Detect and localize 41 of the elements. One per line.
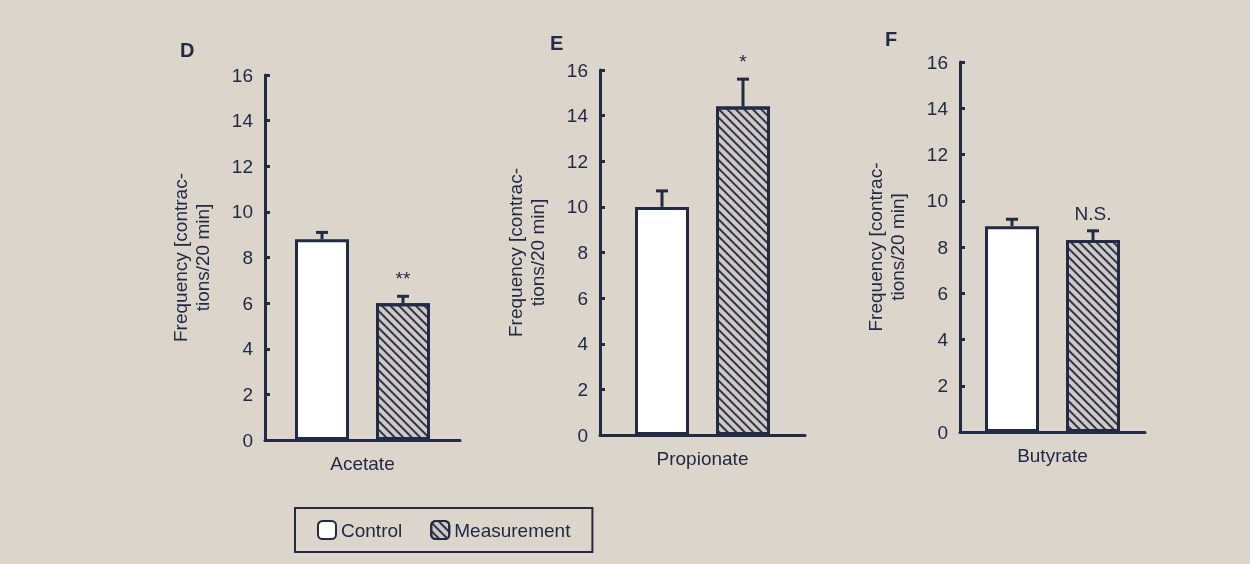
annotation: * (739, 51, 748, 73)
y-tick-label: 2 (937, 375, 948, 397)
x-tick-label: Butyrate (1017, 445, 1088, 466)
x-tick-label: Propionate (656, 448, 749, 469)
y-tick-label: 6 (937, 282, 948, 304)
y-tick-label: 8 (242, 247, 253, 268)
y-tick-label: 14 (231, 110, 254, 132)
x-tick-label: Acetate (330, 453, 395, 474)
y-tick-label: 0 (242, 429, 253, 451)
y-tick-label: 16 (566, 59, 588, 81)
y-axis-title: Frequency [contrac- tions/20 min] (504, 168, 548, 337)
legend-label: Control (341, 519, 403, 541)
y-tick-label: 4 (937, 329, 949, 350)
y-tick-label: 14 (926, 97, 949, 119)
y-tick-label: 4 (577, 333, 589, 355)
chart-title: F (885, 28, 898, 50)
chart-title: D (180, 39, 195, 61)
y-tick-label: 6 (577, 287, 588, 309)
y-axis-title: Frequency [contrac- tions/20 min] (864, 162, 908, 332)
y-tick-label: 10 (231, 201, 253, 223)
annotation: N.S. (1074, 202, 1112, 224)
chart-title: E (550, 32, 564, 54)
y-tick-label: 4 (242, 338, 254, 360)
y-tick-label: 8 (937, 236, 948, 258)
y-tick-label: 14 (566, 105, 589, 127)
y-tick-label: 8 (577, 242, 588, 263)
y-tick-label: 16 (926, 51, 948, 73)
y-tick-label: 2 (242, 383, 253, 405)
y-axis-title: Frequency [contrac- tions/20 min] (169, 173, 213, 342)
y-tick-label: 0 (577, 424, 588, 446)
annotation: ** (395, 268, 411, 290)
y-tick-label: 12 (566, 150, 588, 172)
y-tick-label: 6 (242, 292, 253, 314)
y-tick-label: 0 (937, 421, 948, 443)
y-tick-label: 16 (231, 64, 253, 86)
y-tick-label: 12 (231, 155, 253, 177)
y-tick-label: 10 (566, 196, 588, 218)
y-tick-label: 12 (926, 144, 948, 165)
y-tick-label: 2 (577, 378, 588, 400)
y-tick-label: 10 (926, 190, 948, 212)
legend-label: Measurement (454, 519, 572, 541)
